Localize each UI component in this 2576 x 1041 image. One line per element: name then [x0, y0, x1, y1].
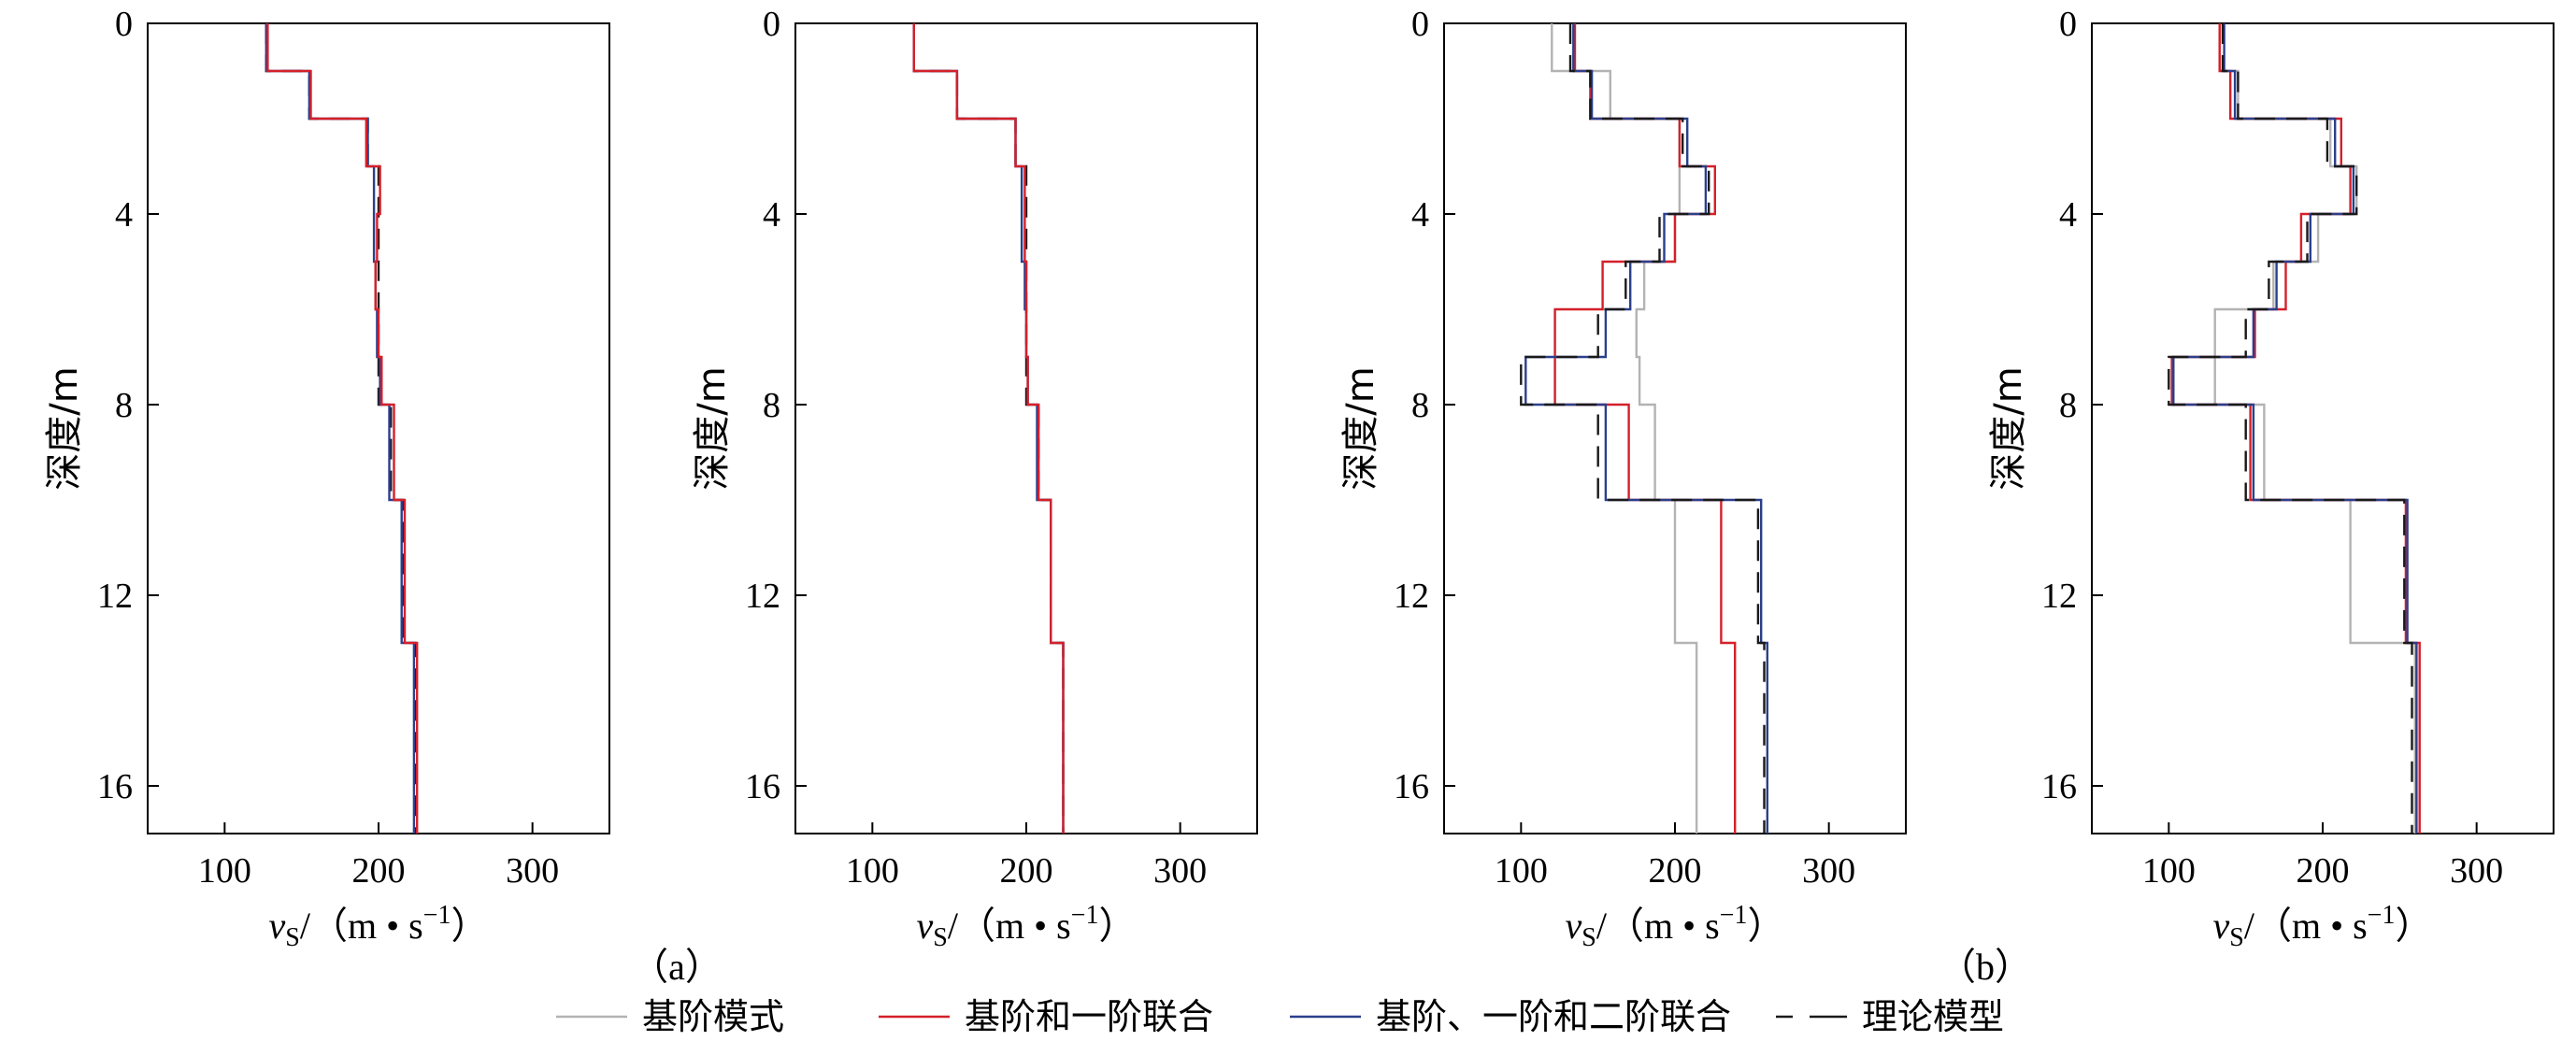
x-axis-close: ）	[451, 905, 488, 947]
x-axis-unit: /（m • s	[948, 905, 1071, 947]
y-tick-label: 0	[1411, 5, 1429, 44]
x-axis-unit: /（m • s	[2244, 905, 2368, 947]
panel-2: 100 200 300 0 4 8 12 16 深度/m vS/（m • s−1）	[691, 5, 1258, 952]
x-axis-symbol: v	[1566, 905, 1582, 947]
x-tick-label: 100	[846, 851, 899, 891]
x-axis-title: vS/（m • s−1）	[2213, 901, 2433, 952]
y-tick-label: 12	[1394, 577, 1429, 616]
plot-frame	[1443, 22, 1907, 834]
y-tick-label: 0	[2059, 5, 2077, 44]
x-axis-subscript: S	[285, 923, 300, 952]
x-axis-unit: /（m • s	[300, 905, 423, 947]
series-mode01-line	[912, 23, 1065, 834]
x-tick-label: 200	[1649, 851, 1702, 891]
panel-1: 100 200 300 0 4 8 12 16 深度/m vS/（m • s−1）	[43, 5, 610, 952]
x-axis-title: vS/（m • s−1）	[917, 901, 1137, 952]
y-tick-label: 8	[115, 386, 133, 425]
x-tick-label: 100	[1495, 851, 1548, 891]
x-tick-label: 100	[198, 851, 251, 891]
x-axis-symbol: v	[2213, 905, 2230, 947]
x-axis-close: ）	[2395, 905, 2432, 947]
x-axis-subscript: S	[933, 923, 948, 952]
series-mode01-line	[2170, 23, 2421, 834]
x-tick-label: 100	[2142, 851, 2196, 891]
x-tick-label: 300	[2450, 851, 2503, 891]
y-axis-title: 深度/m	[691, 366, 734, 490]
y-tick-label: 12	[2041, 577, 2077, 616]
y-tick-label: 0	[763, 5, 780, 44]
panel-3: 100 200 300 0 4 8 12 16 深度/m vS/（m • s−1）	[1339, 5, 1907, 952]
y-tick-label: 16	[97, 767, 133, 806]
y-axis-title: 深度/m	[1339, 366, 1382, 490]
series-model-line	[1520, 23, 1766, 834]
plot-frame	[794, 22, 1258, 834]
x-tick-label: 200	[352, 851, 406, 891]
y-tick-label: 16	[2041, 767, 2077, 806]
x-axis-subscript: S	[2229, 923, 2244, 952]
plot-frame	[2091, 22, 2555, 834]
y-tick-label: 4	[1411, 195, 1429, 235]
x-tick-label: 200	[1000, 851, 1053, 891]
panel-4: 100 200 300 0 4 8 12 16 深度/m vS/（m • s−1）	[1987, 5, 2555, 952]
x-tick-label: 300	[1153, 851, 1207, 891]
y-tick-label: 16	[1394, 767, 1429, 806]
y-tick-label: 0	[115, 5, 133, 44]
y-tick-label: 8	[763, 386, 780, 425]
series-mode01-line	[266, 23, 419, 834]
series-mode0-line	[1551, 23, 1698, 834]
series-mode012-line	[912, 23, 1065, 834]
legend-item-model: 理论模型	[1776, 996, 2004, 1037]
x-axis-exponent: −1	[1720, 901, 1748, 930]
panel-labels: （a） （b）	[631, 946, 2032, 988]
x-axis-close: ）	[1098, 905, 1136, 947]
y-tick-label: 12	[97, 577, 133, 616]
legend-item-mode0: 基阶模式	[556, 996, 784, 1037]
x-tick-label: 300	[1802, 851, 1855, 891]
y-tick-label: 8	[2059, 386, 2077, 425]
x-axis-close: ）	[1747, 905, 1784, 947]
y-tick-label: 4	[2059, 195, 2077, 235]
x-axis-title: vS/（m • s−1）	[1566, 901, 1785, 952]
x-axis-exponent: −1	[2368, 901, 2396, 930]
plot-frame	[147, 22, 610, 834]
x-axis-subscript: S	[1581, 923, 1596, 952]
x-axis-title: vS/（m • s−1）	[269, 901, 489, 952]
legend-item-mode012: 基阶、一阶和二阶联合	[1290, 996, 1731, 1037]
series-model-line	[2168, 23, 2413, 834]
y-axis-title: 深度/m	[43, 366, 86, 490]
x-axis-symbol: v	[917, 905, 934, 947]
x-axis-symbol: v	[269, 905, 286, 947]
x-axis-unit: /（m • s	[1596, 905, 1720, 947]
y-tick-label: 12	[745, 577, 780, 616]
y-tick-label: 4	[115, 195, 133, 235]
series-mode012-line	[2172, 23, 2418, 834]
y-axis-title: 深度/m	[1987, 366, 2030, 490]
x-axis-exponent: −1	[1071, 901, 1099, 930]
legend-label: 理论模型	[1862, 996, 2004, 1037]
series-mode01-line	[1553, 23, 1737, 834]
x-axis-exponent: −1	[423, 901, 451, 930]
series-mode012-line	[265, 23, 416, 834]
x-tick-label: 300	[506, 851, 559, 891]
legend-item-mode01: 基阶和一阶联合	[879, 996, 1213, 1037]
y-tick-label: 4	[763, 195, 780, 235]
y-tick-label: 16	[745, 767, 780, 806]
y-tick-label: 8	[1411, 386, 1429, 425]
legend-label: 基阶模式	[642, 996, 784, 1037]
panel-label-a: （a）	[631, 946, 723, 988]
series-mode012-line	[1524, 23, 1768, 834]
legend: 基阶模式 基阶和一阶联合 基阶、一阶和二阶联合 理论模型	[556, 996, 2004, 1037]
legend-label: 基阶、一阶和二阶联合	[1376, 996, 1731, 1037]
panel-label-b: （b）	[1939, 946, 2032, 988]
x-tick-label: 200	[2297, 851, 2350, 891]
legend-label: 基阶和一阶联合	[965, 996, 1213, 1037]
series-model-line	[912, 23, 1065, 834]
